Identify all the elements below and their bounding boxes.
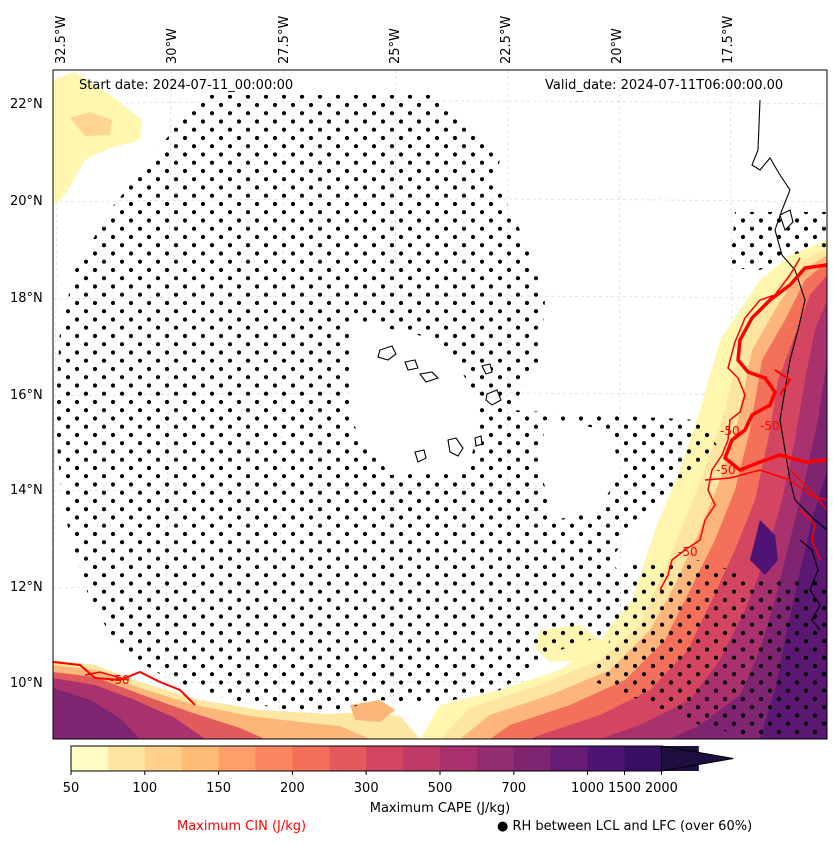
colorbar — [70, 745, 734, 775]
lat-label-18n: 18°N — [10, 291, 43, 306]
colorbar-segment — [550, 746, 589, 771]
colorbar-tick-label: 300 — [353, 781, 379, 796]
colorbar-segment — [255, 746, 293, 771]
colorbar-segment — [403, 746, 441, 771]
cin-label-e3: -50 — [716, 463, 736, 477]
cin-contours — [53, 257, 827, 706]
colorbar-segment — [329, 746, 367, 771]
cin-label-sw: -50 — [110, 673, 130, 687]
rh-dots — [55, 95, 827, 739]
lon-label-30w: 30°W — [165, 28, 180, 64]
lon-label-27-5w: 27.5°W — [277, 15, 292, 64]
colorbar-segment — [181, 746, 220, 771]
lat-label-22n: 22°N — [10, 97, 43, 112]
coastline — [377, 99, 827, 631]
colorbar-tick-label: 1000 — [571, 781, 605, 796]
colorbar-tick-label: 50 — [62, 781, 80, 796]
cin-label-e2: -50 — [760, 419, 780, 433]
legend-cin: Maximum CIN (J/kg) — [177, 819, 307, 834]
lon-label-32-5w: 32.5°W — [54, 15, 69, 64]
legend-rh: ● RH between LCL and LFC (over 60%) — [497, 819, 753, 834]
colorbar-label: Maximum CAPE (J/kg) — [369, 801, 511, 816]
colorbar-segment — [440, 746, 478, 771]
colorbar-segment — [71, 746, 109, 771]
colorbar-segment — [513, 746, 552, 771]
colorbar-segment — [107, 746, 146, 771]
colorbar-segment — [144, 746, 183, 771]
colorbar-segment — [292, 746, 330, 771]
colorbar-segment — [587, 746, 625, 771]
cin-contour-labels: -50 -50 -50 -50 -50 — [110, 419, 780, 687]
lon-label-20w: 20°W — [610, 28, 625, 64]
lat-label-12n: 12°N — [10, 580, 43, 595]
colorbar-segment — [366, 746, 404, 771]
colorbar-tick-label: 700 — [501, 781, 527, 796]
colorbar-tick-label: 2000 — [644, 781, 678, 796]
start-date: Start date: 2024-07-11_00:00:00 — [79, 78, 294, 93]
cin-label-e4: -50 — [678, 545, 698, 559]
colorbar-tick-label: 1500 — [607, 781, 642, 796]
colorbar-tick-label: 150 — [206, 781, 232, 796]
colorbar-segment — [476, 746, 515, 771]
lat-label-10n: 10°N — [10, 676, 43, 691]
colorbar-tick-label: 100 — [132, 781, 158, 796]
colorbar-extend-arrow — [660, 745, 734, 772]
lon-label-17-5w: 17.5°W — [721, 15, 736, 64]
colorbar-segment — [624, 746, 662, 771]
valid-date: Valid_date: 2024-07-11T06:00:00.00 — [545, 78, 784, 93]
lon-label-25w: 25°W — [388, 28, 403, 64]
lat-label-16n: 16°N — [10, 388, 43, 403]
lat-label-14n: 14°N — [10, 483, 43, 498]
lon-label-22-5w: 22.5°W — [499, 15, 514, 64]
colorbar-tick-label: 500 — [427, 781, 453, 796]
lat-label-20n: 20°N — [10, 194, 43, 209]
cin-label-e1: -50 — [720, 424, 740, 438]
map-panel: -50 -50 -50 -50 -50 — [53, 70, 827, 739]
colorbar-segment — [218, 746, 256, 771]
map-frame — [52, 69, 828, 740]
colorbar-tick-label: 200 — [279, 781, 305, 796]
